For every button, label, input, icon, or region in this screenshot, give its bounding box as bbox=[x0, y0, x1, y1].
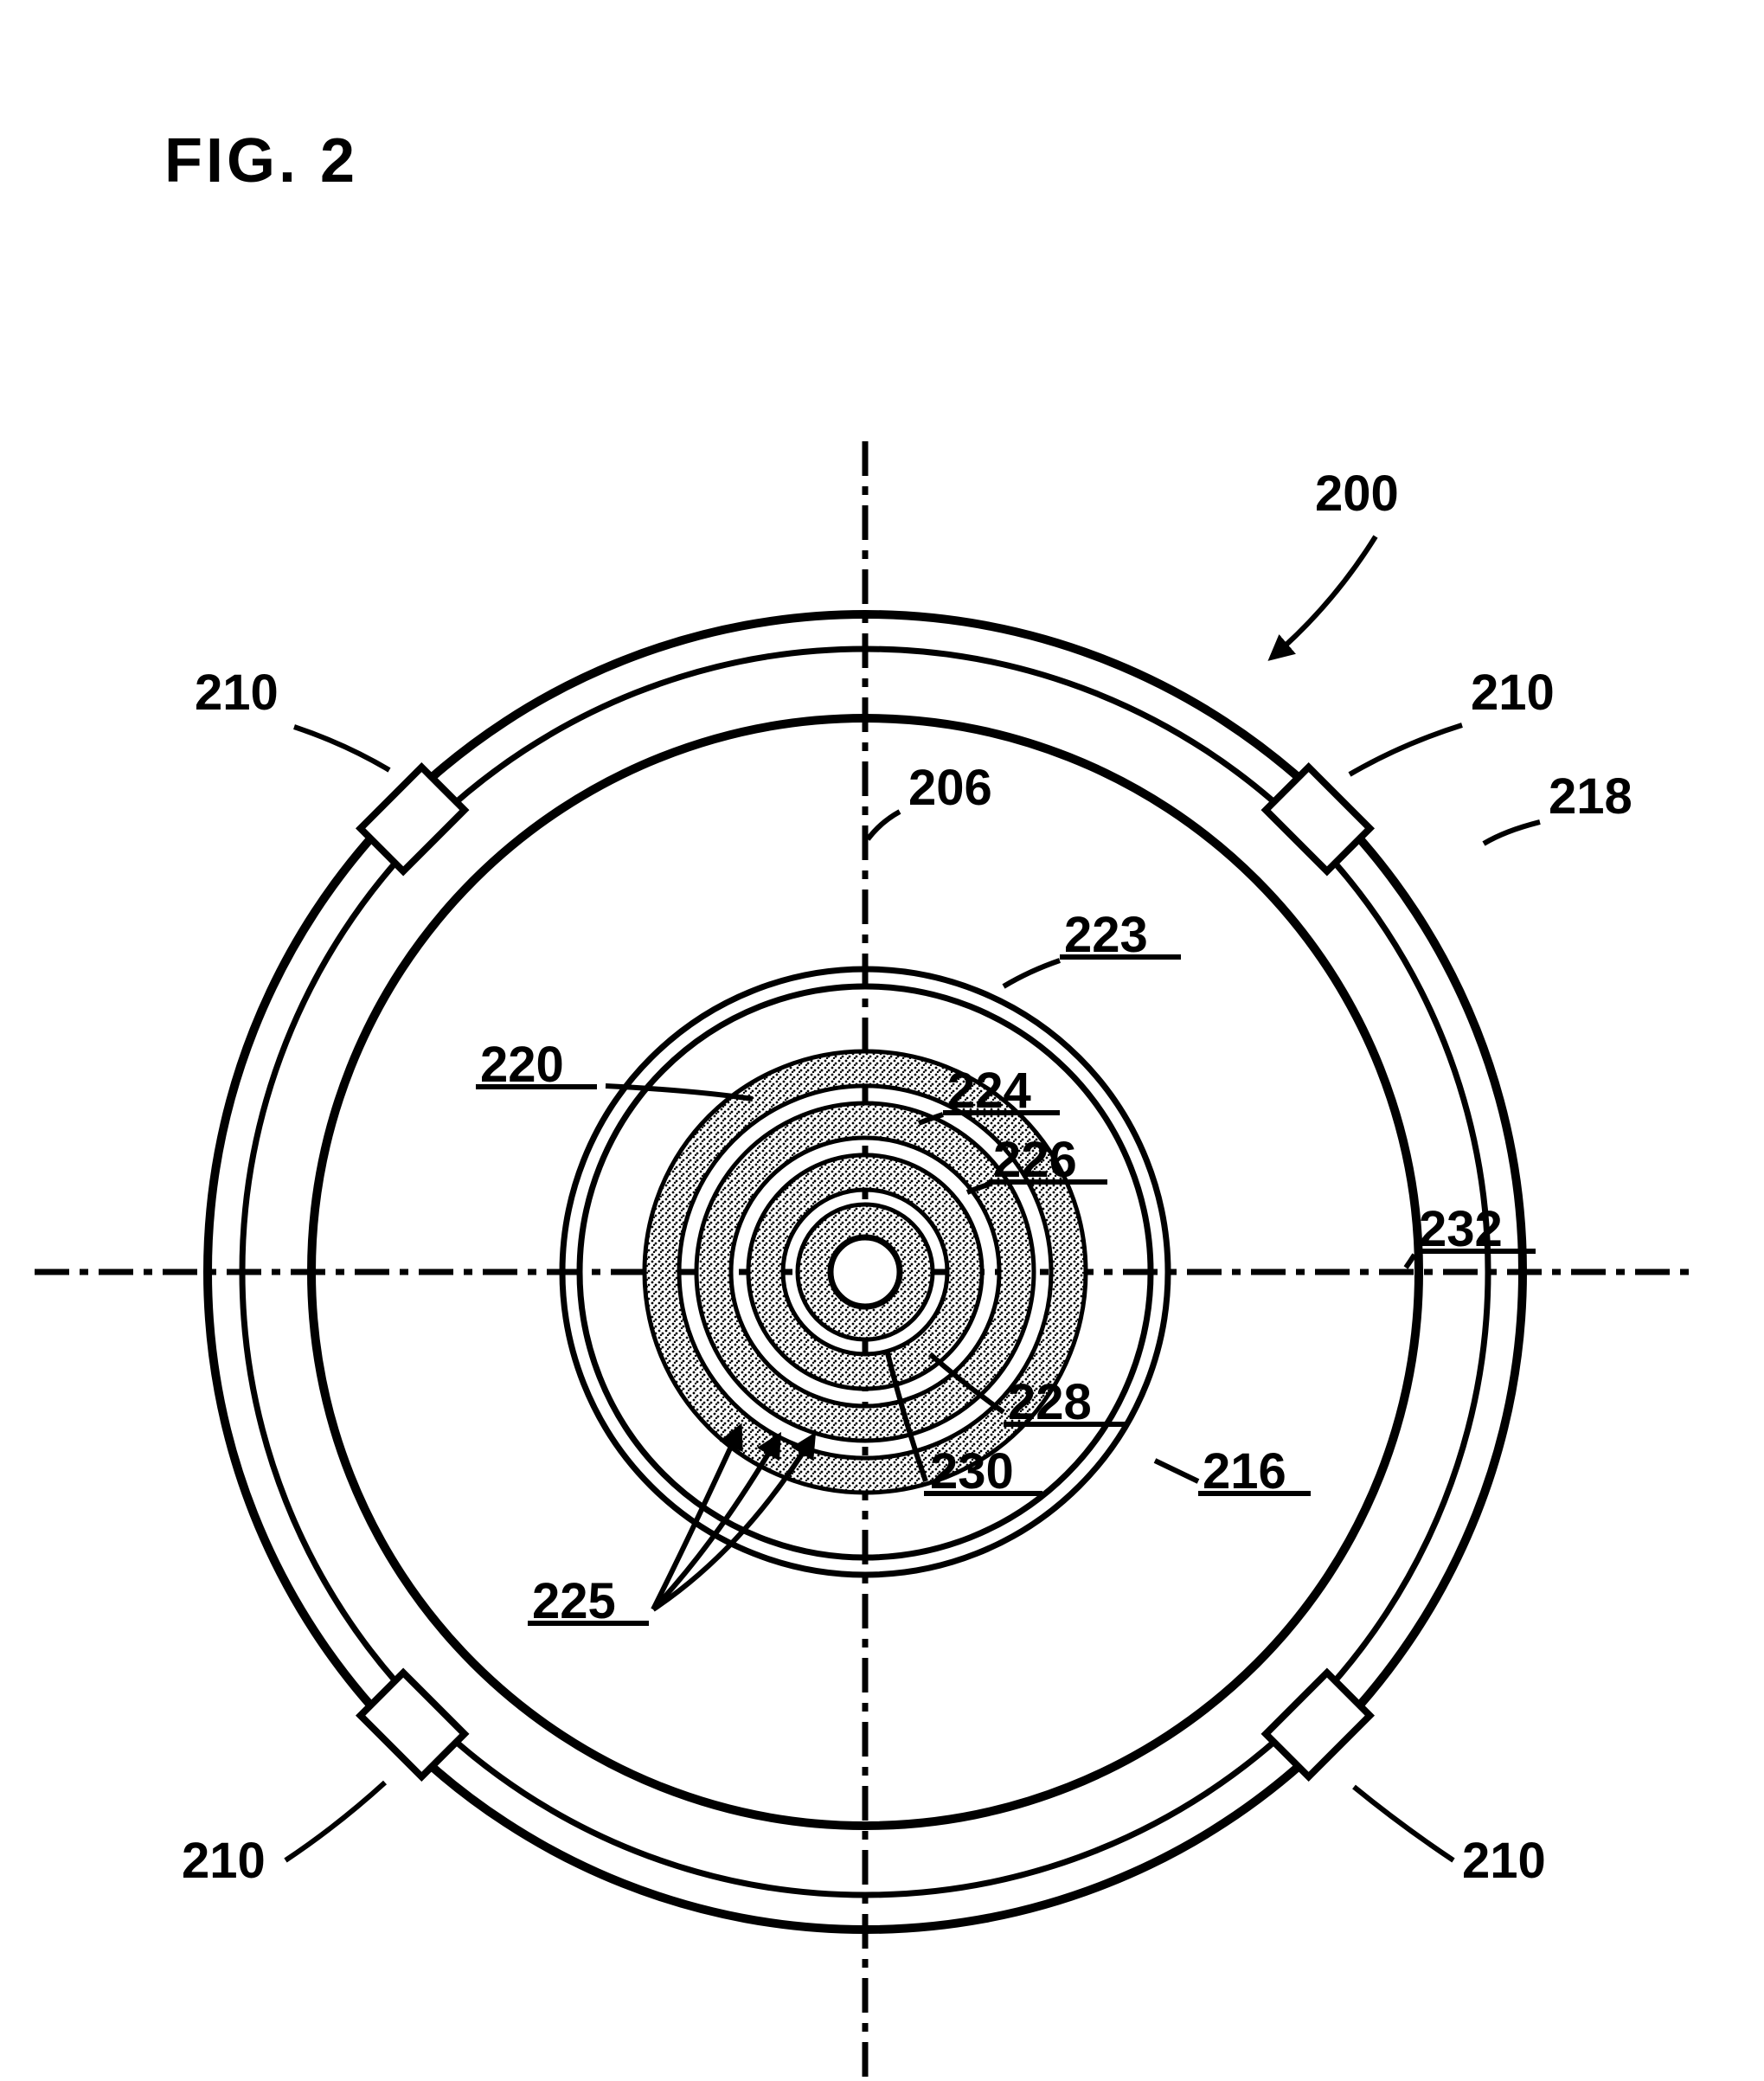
callout-210-bl: 210 bbox=[182, 1782, 385, 1889]
callout-216: 216 bbox=[1155, 1443, 1311, 1500]
callout-218: 218 bbox=[1484, 768, 1633, 844]
clip bbox=[361, 768, 465, 871]
callout-210-tr: 210 bbox=[1350, 665, 1555, 774]
svg-text:206: 206 bbox=[908, 760, 992, 816]
svg-text:232: 232 bbox=[1419, 1201, 1503, 1257]
center-hole bbox=[831, 1237, 900, 1307]
svg-text:200: 200 bbox=[1315, 466, 1399, 522]
svg-text:210: 210 bbox=[1462, 1833, 1546, 1889]
svg-text:225: 225 bbox=[532, 1573, 616, 1629]
svg-text:228: 228 bbox=[1008, 1374, 1092, 1430]
svg-text:223: 223 bbox=[1064, 907, 1148, 963]
figure-label: FIG. 2 bbox=[164, 126, 358, 196]
clip bbox=[1266, 1673, 1370, 1776]
svg-text:226: 226 bbox=[993, 1132, 1077, 1188]
svg-text:224: 224 bbox=[947, 1063, 1031, 1119]
callout-220: 220 bbox=[476, 1037, 753, 1099]
clip bbox=[361, 1673, 465, 1776]
callout-210-br: 210 bbox=[1354, 1787, 1546, 1889]
svg-text:216: 216 bbox=[1203, 1443, 1286, 1500]
callout-210-tl: 210 bbox=[195, 665, 389, 770]
svg-text:210: 210 bbox=[182, 1833, 266, 1889]
callout-206: 206 bbox=[868, 760, 992, 839]
svg-text:210: 210 bbox=[1471, 665, 1555, 721]
svg-text:230: 230 bbox=[930, 1443, 1014, 1500]
callout-223: 223 bbox=[1004, 907, 1181, 986]
svg-text:210: 210 bbox=[195, 665, 279, 721]
svg-text:218: 218 bbox=[1549, 768, 1633, 825]
clip bbox=[1266, 768, 1370, 871]
svg-text:220: 220 bbox=[480, 1037, 564, 1093]
callout-200: 200 bbox=[1272, 466, 1399, 658]
